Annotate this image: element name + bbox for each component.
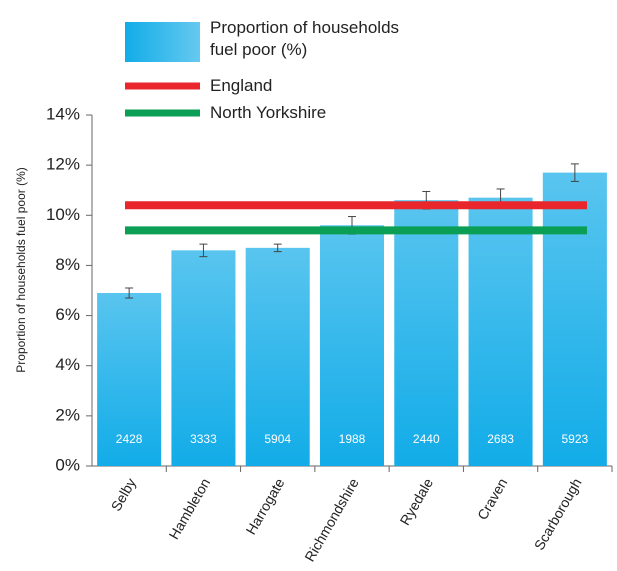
bar-sheen [468,197,533,466]
x-tick-label: Ryedale [397,475,437,528]
bar-label: 5904 [264,432,291,446]
bar-sheen [171,250,236,466]
y-tick-label: 0% [55,455,80,474]
bar-sheen [394,200,459,466]
bar-sheen [320,225,384,466]
legend-swatch-sheen [125,22,200,62]
y-tick-label: 12% [46,155,80,174]
x-tick-label: Craven [474,475,510,522]
bar-label: 2683 [487,432,514,446]
legend-label: North Yorkshire [210,103,327,122]
y-tick-label: 14% [46,104,80,123]
x-tick-label: Harrogate [243,475,288,537]
x-tick-label: Hambleton [166,475,214,542]
bar-label: 3333 [190,432,217,446]
y-tick-label: 6% [55,305,80,324]
bar-sheen [245,247,310,466]
y-tick-label: 2% [55,405,80,424]
bar-label: 2440 [413,432,440,446]
y-tick-label: 4% [55,355,80,374]
bar-label: 1988 [339,432,366,446]
bar-label: 5923 [562,432,589,446]
x-tick-label: Richmondshire [301,475,362,564]
x-tick-label: Scarborough [531,475,585,552]
legend-label: Proportion of households fuel poor (%) [210,18,400,59]
y-axis-label: Proportion of households fuel poor (%) [14,167,28,372]
legend-label: England [210,76,273,95]
y-tick-label: 8% [55,255,80,274]
bar-sheen [97,293,162,466]
bar-label: 2428 [116,432,143,446]
x-tick-label: Selby [108,475,139,513]
y-tick-label: 10% [46,205,80,224]
bar-sheen [542,172,607,466]
